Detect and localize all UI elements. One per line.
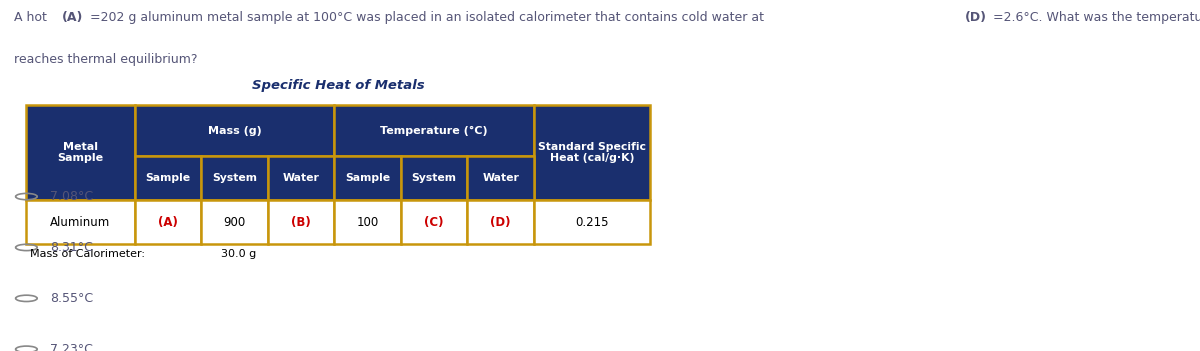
- Text: Sample: Sample: [344, 173, 390, 183]
- Bar: [134, 105, 335, 156]
- Text: =202 g aluminum metal sample at 100°C was placed in an isolated calorimeter that: =202 g aluminum metal sample at 100°C wa…: [90, 11, 768, 24]
- Text: (D): (D): [965, 11, 986, 24]
- Bar: [202, 156, 268, 200]
- Text: Water: Water: [282, 173, 319, 183]
- Bar: [335, 156, 401, 200]
- Text: 7.08°C: 7.08°C: [50, 190, 94, 203]
- Bar: [467, 156, 534, 200]
- Text: =2.6°C. What was the temperature of the system in: =2.6°C. What was the temperature of the …: [992, 11, 1200, 24]
- Text: Sample: Sample: [145, 173, 191, 183]
- Text: (A): (A): [158, 216, 178, 229]
- Text: 7.23°C: 7.23°C: [50, 343, 94, 351]
- Bar: [534, 105, 650, 200]
- Text: System: System: [212, 173, 257, 183]
- Text: Water: Water: [482, 173, 520, 183]
- Text: 8.31°C: 8.31°C: [50, 241, 94, 254]
- Text: (D): (D): [491, 216, 511, 229]
- Bar: [268, 156, 335, 200]
- Text: System: System: [412, 173, 456, 183]
- Text: 0.215: 0.215: [576, 216, 608, 229]
- Text: 30.0 g: 30.0 g: [221, 249, 257, 259]
- Text: Temperature (°C): Temperature (°C): [380, 126, 488, 136]
- Text: 8.55°C: 8.55°C: [50, 292, 94, 305]
- Text: (B): (B): [292, 216, 311, 229]
- Bar: [134, 156, 202, 200]
- Bar: [401, 200, 467, 244]
- Bar: [26, 200, 134, 244]
- Bar: [202, 200, 268, 244]
- Text: Specific Heat of Metals: Specific Heat of Metals: [252, 79, 425, 93]
- Text: Standard Specific
Heat (cal/g·K): Standard Specific Heat (cal/g·K): [538, 142, 646, 164]
- Text: Mass of Calorimeter:: Mass of Calorimeter:: [30, 249, 145, 259]
- Text: Aluminum: Aluminum: [50, 216, 110, 229]
- Bar: [26, 105, 134, 200]
- Text: 100: 100: [356, 216, 379, 229]
- Bar: [534, 200, 650, 244]
- Bar: [467, 200, 534, 244]
- Bar: [268, 200, 335, 244]
- Bar: [335, 105, 534, 156]
- Text: A hot: A hot: [14, 11, 52, 24]
- Text: reaches thermal equilibrium?: reaches thermal equilibrium?: [14, 53, 198, 66]
- Bar: [134, 200, 202, 244]
- Text: Mass (g): Mass (g): [208, 126, 262, 136]
- Bar: [335, 200, 401, 244]
- Text: 900: 900: [223, 216, 246, 229]
- Text: Metal
Sample: Metal Sample: [58, 142, 103, 164]
- Bar: [401, 156, 467, 200]
- Text: (A): (A): [62, 11, 83, 24]
- Text: (C): (C): [425, 216, 444, 229]
